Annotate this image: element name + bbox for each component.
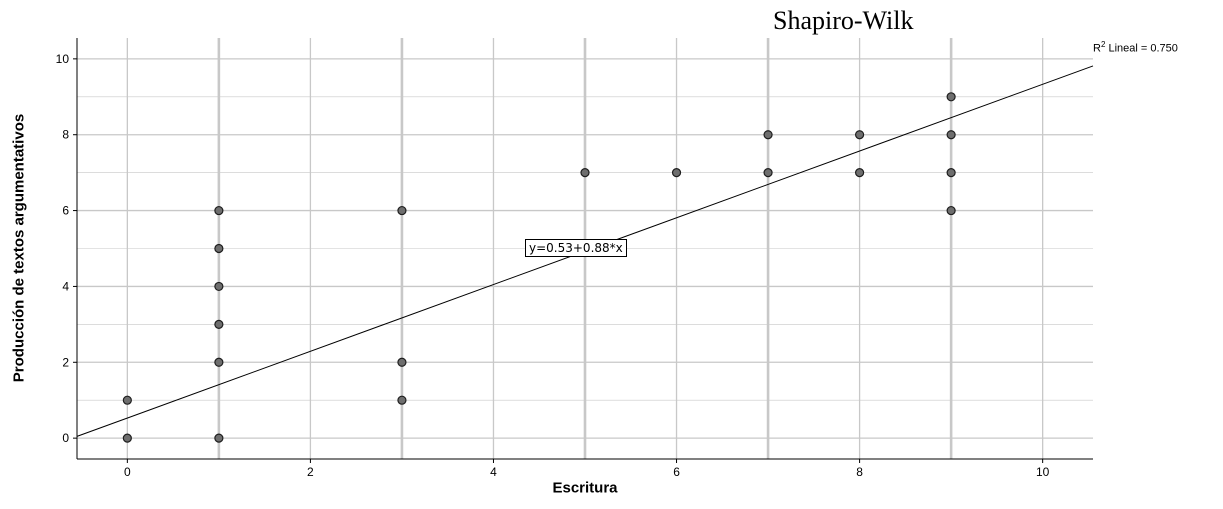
r-squared-prefix: R — [1093, 42, 1101, 55]
y-tick-label: 4 — [62, 279, 69, 293]
data-point — [214, 357, 224, 367]
data-point — [763, 130, 773, 140]
data-point — [397, 357, 407, 367]
y-axis-label: Producción de textos argumentativos — [10, 113, 28, 383]
x-axis-label: Escritura — [552, 479, 618, 497]
data-point — [671, 168, 682, 178]
x-tick-label: 4 — [490, 465, 497, 479]
x-tick-label: 2 — [307, 465, 314, 479]
x-tick-label: 10 — [1036, 465, 1050, 479]
x-tick-label: 0 — [124, 465, 131, 479]
data-points — [122, 92, 956, 443]
data-point — [397, 395, 407, 405]
data-point — [854, 130, 865, 140]
data-point — [946, 130, 956, 140]
x-tick-label: 8 — [856, 465, 863, 479]
data-point — [854, 168, 865, 178]
r-squared-label: R2 Lineal = 0.750 — [1093, 40, 1178, 55]
data-point — [946, 168, 956, 178]
y-tick-label: 2 — [62, 355, 69, 369]
regression-equation-label: y=0.53+0.88*x — [525, 238, 627, 257]
r-squared-value: Lineal = 0.750 — [1105, 42, 1178, 55]
data-point — [397, 205, 407, 216]
axes — [73, 38, 1093, 463]
data-point — [946, 92, 956, 102]
data-point — [946, 205, 956, 216]
data-point — [763, 168, 773, 178]
data-point — [214, 319, 224, 329]
data-point — [122, 395, 132, 405]
data-point — [214, 205, 224, 216]
data-point — [580, 168, 590, 178]
data-point — [214, 243, 224, 254]
data-point — [122, 433, 132, 443]
r-squared-superscript: 2 — [1100, 40, 1106, 49]
header-text: Shapiro-Wilk — [773, 6, 914, 35]
tick-labels: 0 2 4 6 8 10 0 2 4 6 8 10 — [56, 52, 1050, 479]
y-tick-label: 0 — [62, 431, 69, 445]
x-tick-label: 6 — [673, 465, 680, 479]
y-tick-label: 8 — [62, 128, 69, 142]
data-point — [214, 281, 224, 292]
y-tick-label: 10 — [56, 52, 70, 66]
data-point — [214, 433, 224, 443]
y-tick-label: 6 — [62, 204, 69, 218]
